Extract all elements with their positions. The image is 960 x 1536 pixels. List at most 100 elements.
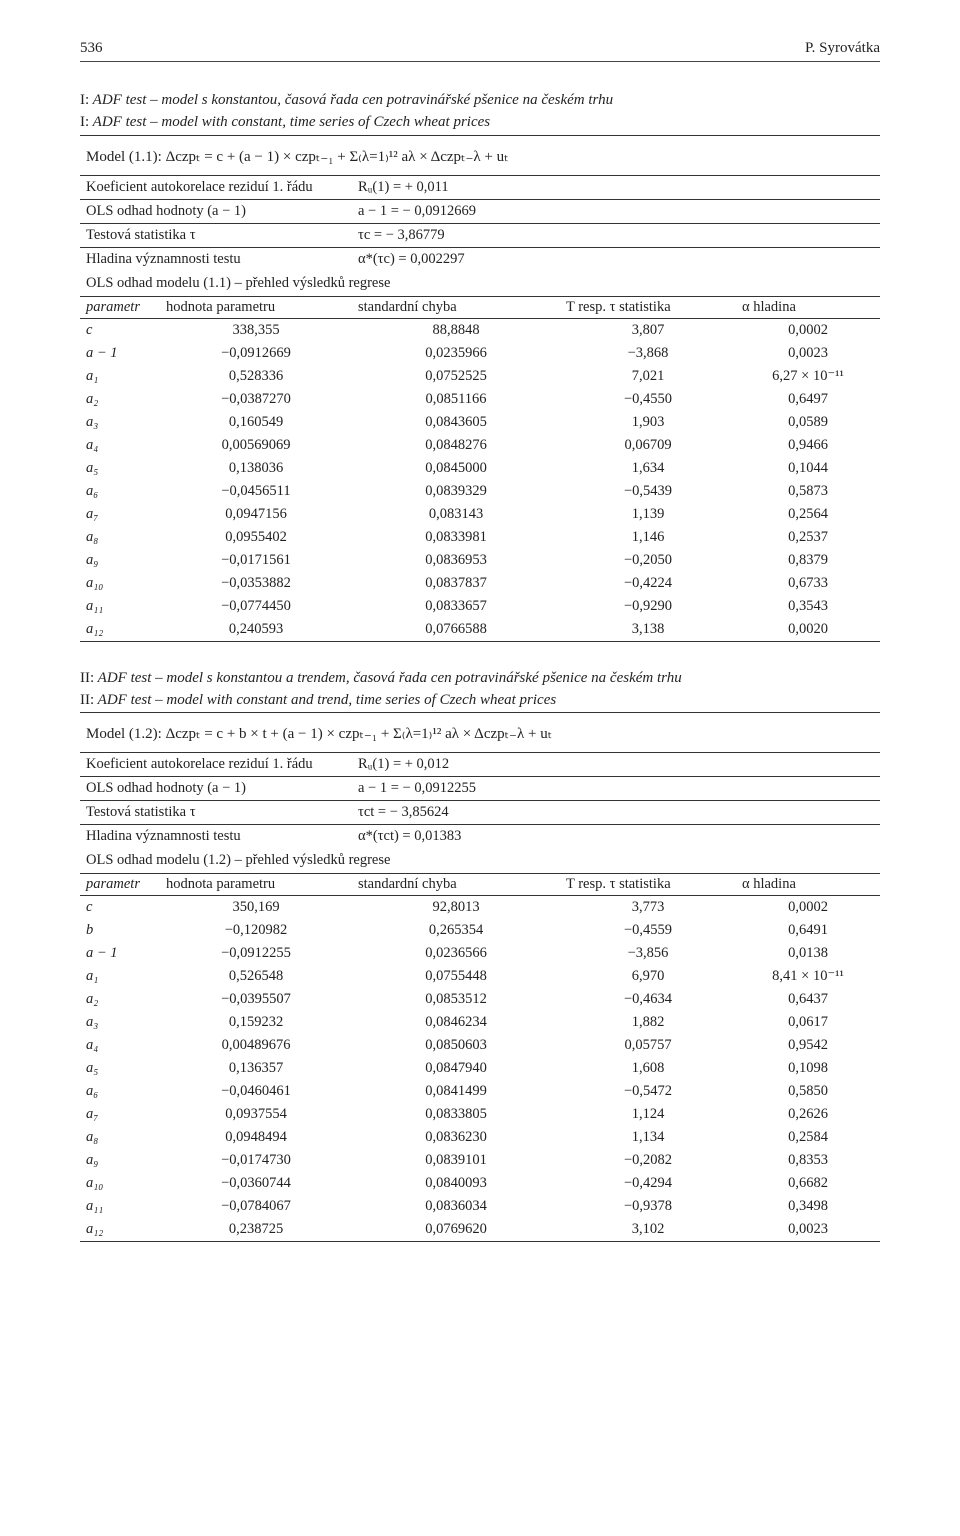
cell-value: 0,0948494: [160, 1126, 352, 1149]
table-row: a₂−0,03872700,0851166−0,45500,6497: [80, 388, 880, 411]
cell-alpha: 0,6733: [736, 572, 880, 595]
cell-se: 92,8013: [352, 896, 560, 920]
data-rows-1: c338,35588,88483,8070,0002a − 1−0,091266…: [80, 318, 880, 641]
cell-param: a₁₁: [80, 595, 160, 618]
caption-en-1-text: ADF test – model with constant, time ser…: [93, 114, 490, 130]
pair-value: a − 1 = − 0,0912255: [352, 777, 880, 801]
cell-value: −0,0360744: [160, 1172, 352, 1195]
table-row: a₈0,09554020,08339811,1460,2537: [80, 526, 880, 549]
cell-t: −0,5472: [560, 1080, 736, 1103]
cell-param: a₄: [80, 1034, 160, 1057]
cell-value: 0,526548: [160, 965, 352, 988]
cell-value: 0,00569069: [160, 434, 352, 457]
cell-param: a₂: [80, 988, 160, 1011]
cell-alpha: 0,0002: [736, 896, 880, 920]
cell-se: 0,0839329: [352, 480, 560, 503]
cell-alpha: 0,3498: [736, 1195, 880, 1218]
cell-t: 1,634: [560, 457, 736, 480]
page-header: 536 P. Syrovátka: [80, 40, 880, 62]
cell-t: −0,4550: [560, 388, 736, 411]
table-row: c350,16992,80133,7730,0002: [80, 896, 880, 920]
cell-param: a₃: [80, 1011, 160, 1034]
caption-en-2-text: ADF test – model with constant and trend…: [98, 692, 557, 708]
cell-alpha: 0,8379: [736, 549, 880, 572]
cell-value: −0,0912255: [160, 942, 352, 965]
hdr-se-2: standardní chyba: [352, 874, 560, 896]
cell-alpha: 0,1044: [736, 457, 880, 480]
pairs-1: Koeficient autokorelace reziduí 1. řáduR…: [80, 175, 880, 271]
pair-label: OLS odhad hodnoty (a − 1): [80, 199, 352, 223]
table-row: a₄0,005690690,08482760,067090,9466: [80, 434, 880, 457]
cell-param: a₆: [80, 480, 160, 503]
pair-label: Testová statistika τ: [80, 801, 352, 825]
cell-alpha: 0,5873: [736, 480, 880, 503]
cell-alpha: 0,8353: [736, 1149, 880, 1172]
caption-prefix-2b: II:: [80, 692, 94, 708]
cell-alpha: 0,0617: [736, 1011, 880, 1034]
cell-value: −0,0174730: [160, 1149, 352, 1172]
caption-prefix-1a: I:: [80, 92, 89, 108]
cell-t: 3,138: [560, 618, 736, 642]
cell-value: 350,169: [160, 896, 352, 920]
cell-se: 0,0836230: [352, 1126, 560, 1149]
cell-value: −0,0353882: [160, 572, 352, 595]
cell-value: 0,138036: [160, 457, 352, 480]
cell-param: a₅: [80, 457, 160, 480]
table-row: a₁0,5283360,07525257,0216,27 × 10⁻¹¹: [80, 365, 880, 388]
cell-param: a₁₂: [80, 618, 160, 642]
cell-t: −0,4559: [560, 919, 736, 942]
cell-param: a₁₀: [80, 572, 160, 595]
cell-se: 0,0841499: [352, 1080, 560, 1103]
cell-value: −0,0456511: [160, 480, 352, 503]
cell-t: 3,102: [560, 1218, 736, 1242]
cell-t: −0,9290: [560, 595, 736, 618]
cell-se: 0,0833981: [352, 526, 560, 549]
pair-label: Hladina významnosti testu: [80, 247, 352, 271]
cell-param: a₆: [80, 1080, 160, 1103]
model-formula-2: Model (1.2): Δczpₜ = c + b × t + (a − 1)…: [86, 724, 874, 743]
pair-value: a − 1 = − 0,0912669: [352, 199, 880, 223]
cell-se: 0,0851166: [352, 388, 560, 411]
table-row: a₃0,1605490,08436051,9030,0589: [80, 411, 880, 434]
cell-t: 0,05757: [560, 1034, 736, 1057]
cell-param: a₃: [80, 411, 160, 434]
cell-t: 1,903: [560, 411, 736, 434]
ols-line-1: OLS odhad modelu (1.1) – přehled výsledk…: [80, 271, 880, 297]
cell-alpha: 0,2626: [736, 1103, 880, 1126]
hdr-a-1: α hladina: [736, 296, 880, 318]
cell-param: a₈: [80, 526, 160, 549]
cell-se: 0,0836034: [352, 1195, 560, 1218]
hdr-param-2: parametr: [80, 874, 160, 896]
cell-param: a₉: [80, 1149, 160, 1172]
cell-value: 0,136357: [160, 1057, 352, 1080]
table-row: a₁0,5265480,07554486,9708,41 × 10⁻¹¹: [80, 965, 880, 988]
table-row: a₅0,1363570,08479401,6080,1098: [80, 1057, 880, 1080]
cell-param: a₅: [80, 1057, 160, 1080]
hdr-val-2: hodnota parametru: [160, 874, 352, 896]
cell-t: 0,06709: [560, 434, 736, 457]
cell-alpha: 0,9542: [736, 1034, 880, 1057]
table-row: a₁₀−0,03538820,0837837−0,42240,6733: [80, 572, 880, 595]
cell-value: 0,240593: [160, 618, 352, 642]
table-row: a₇0,09375540,08338051,1240,2626: [80, 1103, 880, 1126]
caption-prefix-2a: II:: [80, 670, 94, 686]
cell-t: −0,2082: [560, 1149, 736, 1172]
table-row: a₁₂0,2387250,07696203,1020,0023: [80, 1218, 880, 1242]
caption-prefix-1b: I:: [80, 114, 89, 130]
table-row: a₄0,004896760,08506030,057570,9542: [80, 1034, 880, 1057]
table-row: a₃0,1592320,08462341,8820,0617: [80, 1011, 880, 1034]
cell-param: a₄: [80, 434, 160, 457]
hdr-param-1: parametr: [80, 296, 160, 318]
cell-se: 0,083143: [352, 503, 560, 526]
cell-se: 0,0848276: [352, 434, 560, 457]
table-row: a₈0,09484940,08362301,1340,2584: [80, 1126, 880, 1149]
pair-value: τct = − 3,85624: [352, 801, 880, 825]
cell-t: 1,139: [560, 503, 736, 526]
cell-param: a₁₁: [80, 1195, 160, 1218]
table-row: a − 1−0,09122550,0236566−3,8560,0138: [80, 942, 880, 965]
cell-se: 0,0836953: [352, 549, 560, 572]
hdr-a-2: α hladina: [736, 874, 880, 896]
cell-value: −0,0395507: [160, 988, 352, 1011]
cell-param: b: [80, 919, 160, 942]
table-row: b−0,1209820,265354−0,45590,6491: [80, 919, 880, 942]
